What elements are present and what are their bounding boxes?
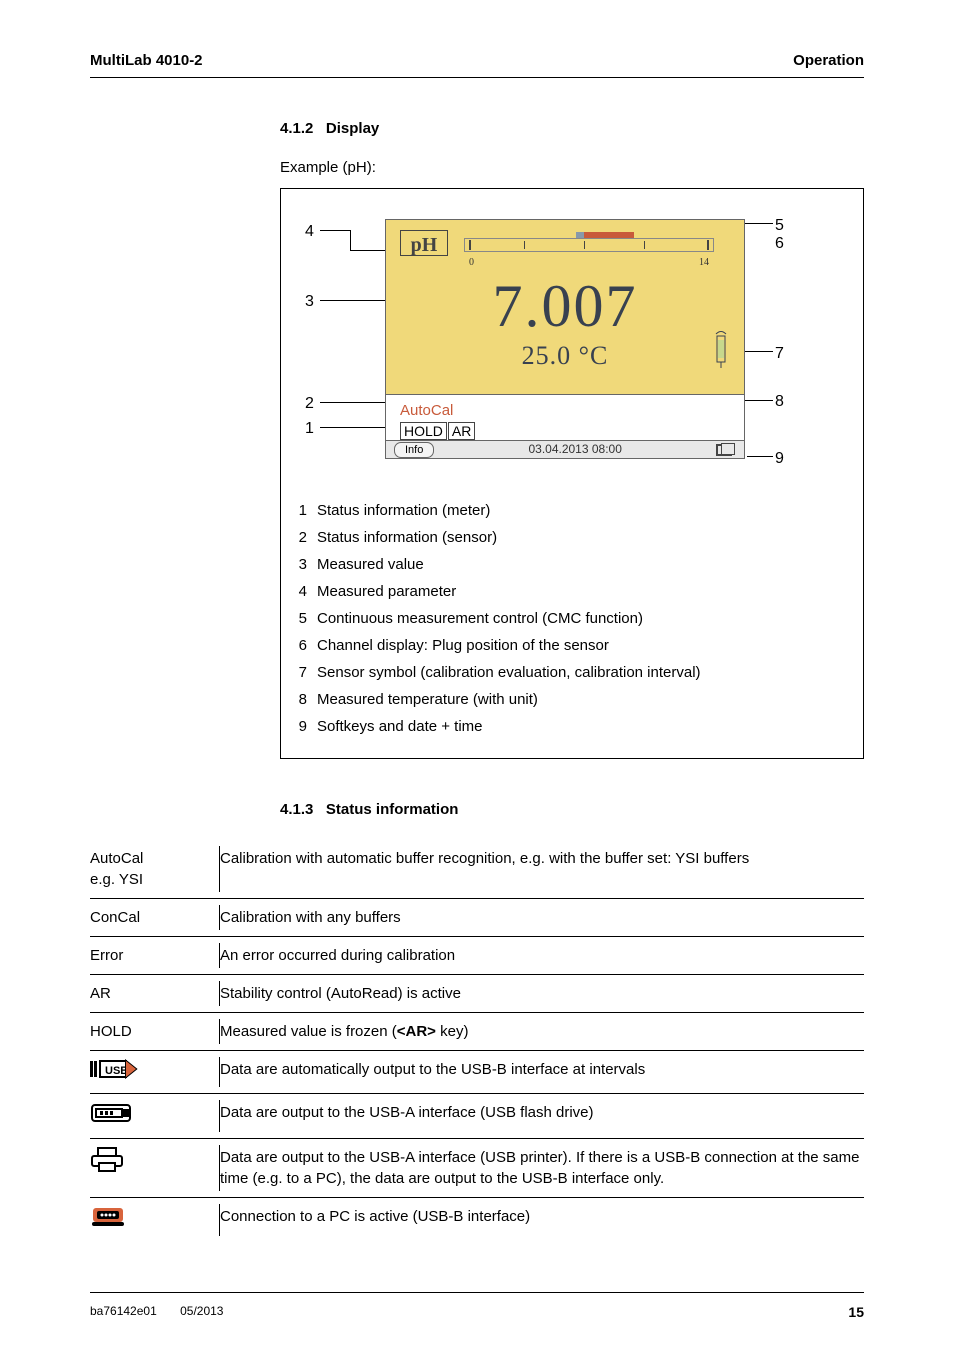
usb-b-icon: USB xyxy=(90,1059,138,1085)
callout-2: 2 xyxy=(305,393,314,415)
status-label: HOLD xyxy=(90,1013,220,1051)
status-desc: Data are output to the USB-A interface (… xyxy=(220,1139,864,1198)
status-label: AR xyxy=(90,975,220,1013)
callout-8: 8 xyxy=(775,391,784,413)
display-figure: 4 3 2 1 5 6 7 8 9 pH xyxy=(280,188,864,759)
status-icon-cell xyxy=(90,1139,220,1198)
table-row: AR Stability control (AutoRead) is activ… xyxy=(90,975,864,1013)
lcd-temperature: 25.0 °C xyxy=(386,338,744,374)
legend-item: 6Channel display: Plug position of the s… xyxy=(295,632,849,659)
lcd-ph-label: pH xyxy=(400,230,448,256)
footer-page-number: 15 xyxy=(848,1303,864,1323)
section-heading-status: 4.1.3 Status information xyxy=(280,799,864,820)
header-right: Operation xyxy=(793,50,864,71)
footer-doc-id: ba76142e01 xyxy=(90,1304,157,1318)
log-icon xyxy=(716,444,732,456)
callout-1: 1 xyxy=(305,418,314,440)
legend-item: 4Measured parameter xyxy=(295,578,849,605)
table-row: Data are output to the USB-A interface (… xyxy=(90,1139,864,1198)
sensor-symbol-icon xyxy=(712,330,730,370)
status-icon-cell xyxy=(90,1198,220,1243)
table-row: Data are output to the USB-A interface (… xyxy=(90,1094,864,1139)
pc-connection-icon xyxy=(90,1206,126,1234)
status-desc: Data are output to the USB-A interface (… xyxy=(220,1094,864,1139)
svg-text:USB: USB xyxy=(105,1065,128,1077)
lcd-datetime: 03.04.2013 08:00 xyxy=(434,441,716,458)
table-row: AutoCal e.g. YSI Calibration with automa… xyxy=(90,840,864,899)
status-desc: Stability control (AutoRead) is active xyxy=(220,975,864,1013)
lcd-cmc-bar: 0 14 xyxy=(464,224,714,258)
status-desc: Connection to a PC is active (USB-B inte… xyxy=(220,1198,864,1243)
display-diagram: 4 3 2 1 5 6 7 8 9 pH xyxy=(295,203,849,483)
lcd-ar-badge: AR xyxy=(448,422,475,440)
callout-4: 4 xyxy=(305,221,314,243)
status-icon-cell xyxy=(90,1094,220,1139)
status-label: AutoCal e.g. YSI xyxy=(90,840,220,899)
status-label: Error xyxy=(90,937,220,975)
callout-9: 9 xyxy=(775,448,784,470)
legend-item: 1Status information (meter) xyxy=(295,497,849,524)
legend-item: 7Sensor symbol (calibration evaluation, … xyxy=(295,659,849,686)
callout-7: 7 xyxy=(775,343,784,365)
callout-6: 6 xyxy=(775,233,784,255)
lcd-screen: pH 0 14 7.007 25.0 °C xyxy=(385,219,745,459)
legend-list: 1Status information (meter) 2Status info… xyxy=(295,497,849,740)
lcd-measured-value: 7.007 xyxy=(386,264,744,348)
legend-item: 2Status information (sensor) xyxy=(295,524,849,551)
status-label: ConCal xyxy=(90,899,220,937)
lcd-autocal: AutoCal xyxy=(400,400,453,421)
header-left: MultiLab 4010-2 xyxy=(90,50,203,71)
lcd-info-softkey[interactable]: Info xyxy=(394,442,434,458)
status-desc: Calibration with automatic buffer recogn… xyxy=(220,840,864,899)
usb-flash-icon xyxy=(90,1102,134,1130)
status-desc: Measured value is frozen (<AR> key) xyxy=(220,1013,864,1051)
callout-3: 3 xyxy=(305,291,314,313)
table-row: ConCal Calibration with any buffers xyxy=(90,899,864,937)
lcd-softkey-bar: Info 03.04.2013 08:00 xyxy=(386,440,744,458)
table-row: HOLD Measured value is frozen (<AR> key) xyxy=(90,1013,864,1051)
status-information-table: AutoCal e.g. YSI Calibration with automa… xyxy=(90,840,864,1242)
table-row: Error An error occurred during calibrati… xyxy=(90,937,864,975)
example-label: Example (pH): xyxy=(280,157,864,178)
table-row: USB Data are automatically output to the… xyxy=(90,1051,864,1094)
status-desc: An error occurred during calibration xyxy=(220,937,864,975)
status-desc: Data are automatically output to the USB… xyxy=(220,1051,864,1094)
printer-icon xyxy=(90,1147,124,1179)
legend-item: 9Softkeys and date + time xyxy=(295,713,849,740)
legend-item: 3Measured value xyxy=(295,551,849,578)
lcd-hold-ar: HOLDAR xyxy=(400,422,476,442)
status-icon-cell: USB xyxy=(90,1051,220,1094)
lcd-hold-badge: HOLD xyxy=(400,422,447,440)
page-header: MultiLab 4010-2 Operation xyxy=(90,50,864,78)
footer-date: 05/2013 xyxy=(180,1304,223,1318)
status-desc: Calibration with any buffers xyxy=(220,899,864,937)
legend-item: 8Measured temperature (with unit) xyxy=(295,686,849,713)
legend-item: 5Continuous measurement control (CMC fun… xyxy=(295,605,849,632)
lcd-main-area: pH 0 14 7.007 25.0 °C xyxy=(386,220,744,395)
table-row: Connection to a PC is active (USB-B inte… xyxy=(90,1198,864,1243)
page-footer: ba76142e01 05/2013 15 xyxy=(90,1292,864,1323)
section-heading-display: 4.1.2 Display xyxy=(280,118,864,139)
